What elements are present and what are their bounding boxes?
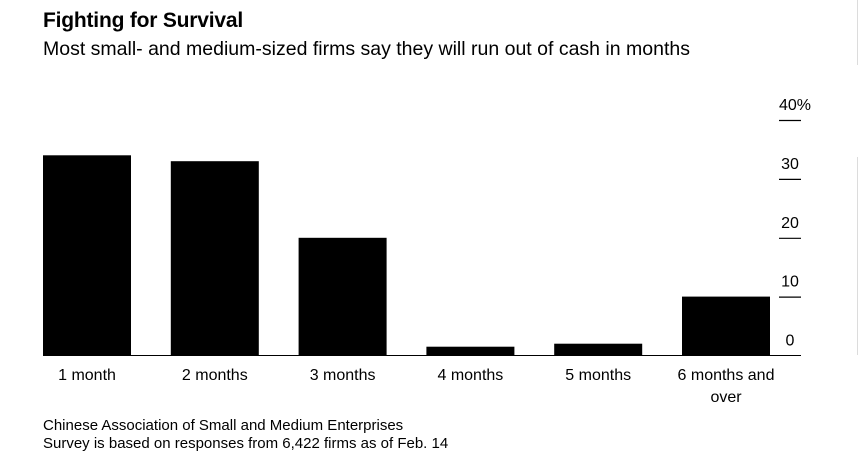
y-tick-label: 30 [781,156,799,173]
source-line-1: Chinese Association of Small and Medium … [43,417,404,434]
category-label: 3 months [310,367,376,384]
category-label: 1 month [58,367,116,384]
source-note: Chinese Association of Small and Medium … [43,417,448,453]
y-axis: 0 10 20 30 40% [779,97,811,350]
right-edge-rule-lower [857,157,858,355]
y-tick-label: 10 [781,274,799,291]
y-tick-label: 40% [779,97,811,114]
chart-title: Fighting for Survival [43,9,243,32]
bar-3-months [298,237,387,356]
bars-layer [43,155,770,356]
category-label: 2 months [182,367,248,384]
bar-1-month [43,155,131,356]
chart-subtitle: Most small- and medium-sized firms say t… [43,38,690,60]
x-axis-labels: 1 month 2 months 3 months 4 months 5 months 6… [58,367,774,406]
source-line-2: Survey is based on responses from 6,422 … [43,435,449,452]
y-tick-label: 0 [786,333,795,350]
y-tick-label: 20 [781,215,799,232]
bar-6-months-and-over [682,296,770,356]
bar-4-months [426,346,515,356]
category-label: 5 months [565,367,631,384]
category-label: 6 months and over [678,367,775,406]
bar-2-months [170,161,259,356]
category-label: 4 months [437,367,503,384]
right-edge-rule [857,0,858,65]
bar-5-months [554,343,643,356]
